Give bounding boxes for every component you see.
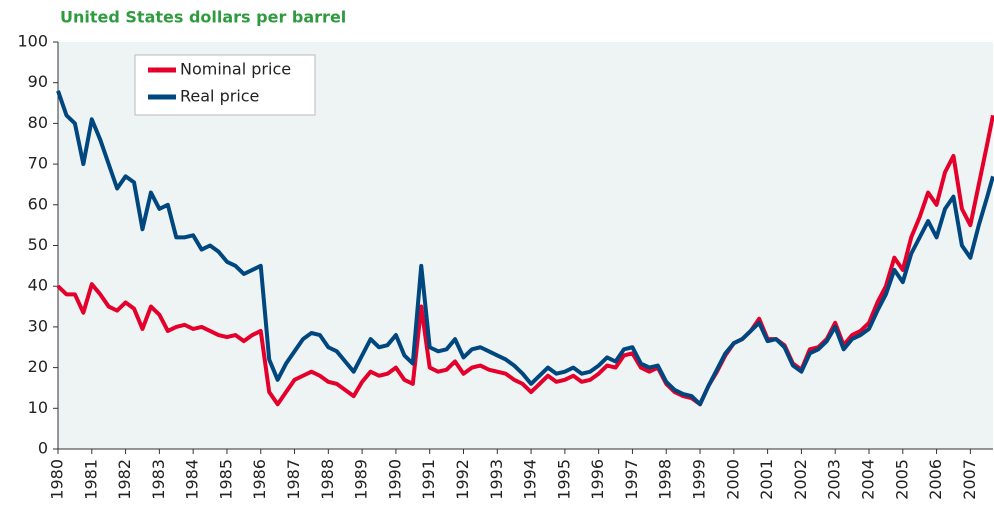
x-tick-label: 2006 — [926, 459, 945, 500]
x-tick-label: 1985 — [216, 459, 235, 500]
x-tick-label: 1982 — [115, 459, 134, 500]
x-tick-label: 1996 — [588, 459, 607, 500]
legend-box — [134, 54, 316, 116]
x-tick-label: 1987 — [284, 459, 303, 500]
x-tick-label: 2005 — [892, 459, 911, 500]
x-tick-label: 1993 — [487, 459, 506, 500]
x-tick-label: 1992 — [453, 459, 472, 500]
x-tick-label: 1984 — [183, 459, 202, 500]
x-tick-label: 2001 — [757, 459, 776, 500]
x-tick-label: 2003 — [825, 459, 844, 500]
y-tick-label: 100 — [17, 32, 48, 51]
y-tick-label: 10 — [28, 398, 48, 417]
x-tick-label: 2007 — [960, 459, 979, 500]
y-tick-label: 50 — [28, 235, 48, 254]
legend-label: Nominal price — [180, 60, 291, 79]
x-tick-label: 1986 — [250, 459, 269, 500]
y-tick-label: 40 — [28, 276, 48, 295]
y-tick-label: 30 — [28, 316, 48, 335]
x-tick-label: 1995 — [554, 459, 573, 500]
y-tick-label: 0 — [38, 439, 48, 458]
x-tick-label: 1980 — [48, 459, 67, 500]
x-tick-label: 1998 — [656, 459, 675, 500]
x-tick-label: 2000 — [723, 459, 742, 500]
y-tick-label: 80 — [28, 113, 48, 132]
x-tick-label: 1999 — [690, 459, 709, 500]
x-tick-label: 1991 — [419, 459, 438, 500]
x-tick-label: 2004 — [858, 459, 877, 500]
y-tick-label: 70 — [28, 154, 48, 173]
x-tick-label: 1983 — [149, 459, 168, 500]
chart-title: United States dollars per barrel — [60, 8, 346, 27]
y-tick-label: 60 — [28, 194, 48, 213]
y-tick-label: 90 — [28, 72, 48, 91]
x-tick-label: 1990 — [385, 459, 404, 500]
x-tick-label: 1994 — [521, 459, 540, 500]
y-tick-label: 20 — [28, 357, 48, 376]
x-tick-label: 1988 — [318, 459, 337, 500]
x-tick-label: 1997 — [622, 459, 641, 500]
x-tick-label: 1989 — [352, 459, 371, 500]
x-tick-label: 2002 — [791, 459, 810, 500]
x-tick-label: 1981 — [81, 459, 100, 500]
line-series — [56, 90, 994, 407]
legend-label: Real price — [180, 87, 259, 106]
